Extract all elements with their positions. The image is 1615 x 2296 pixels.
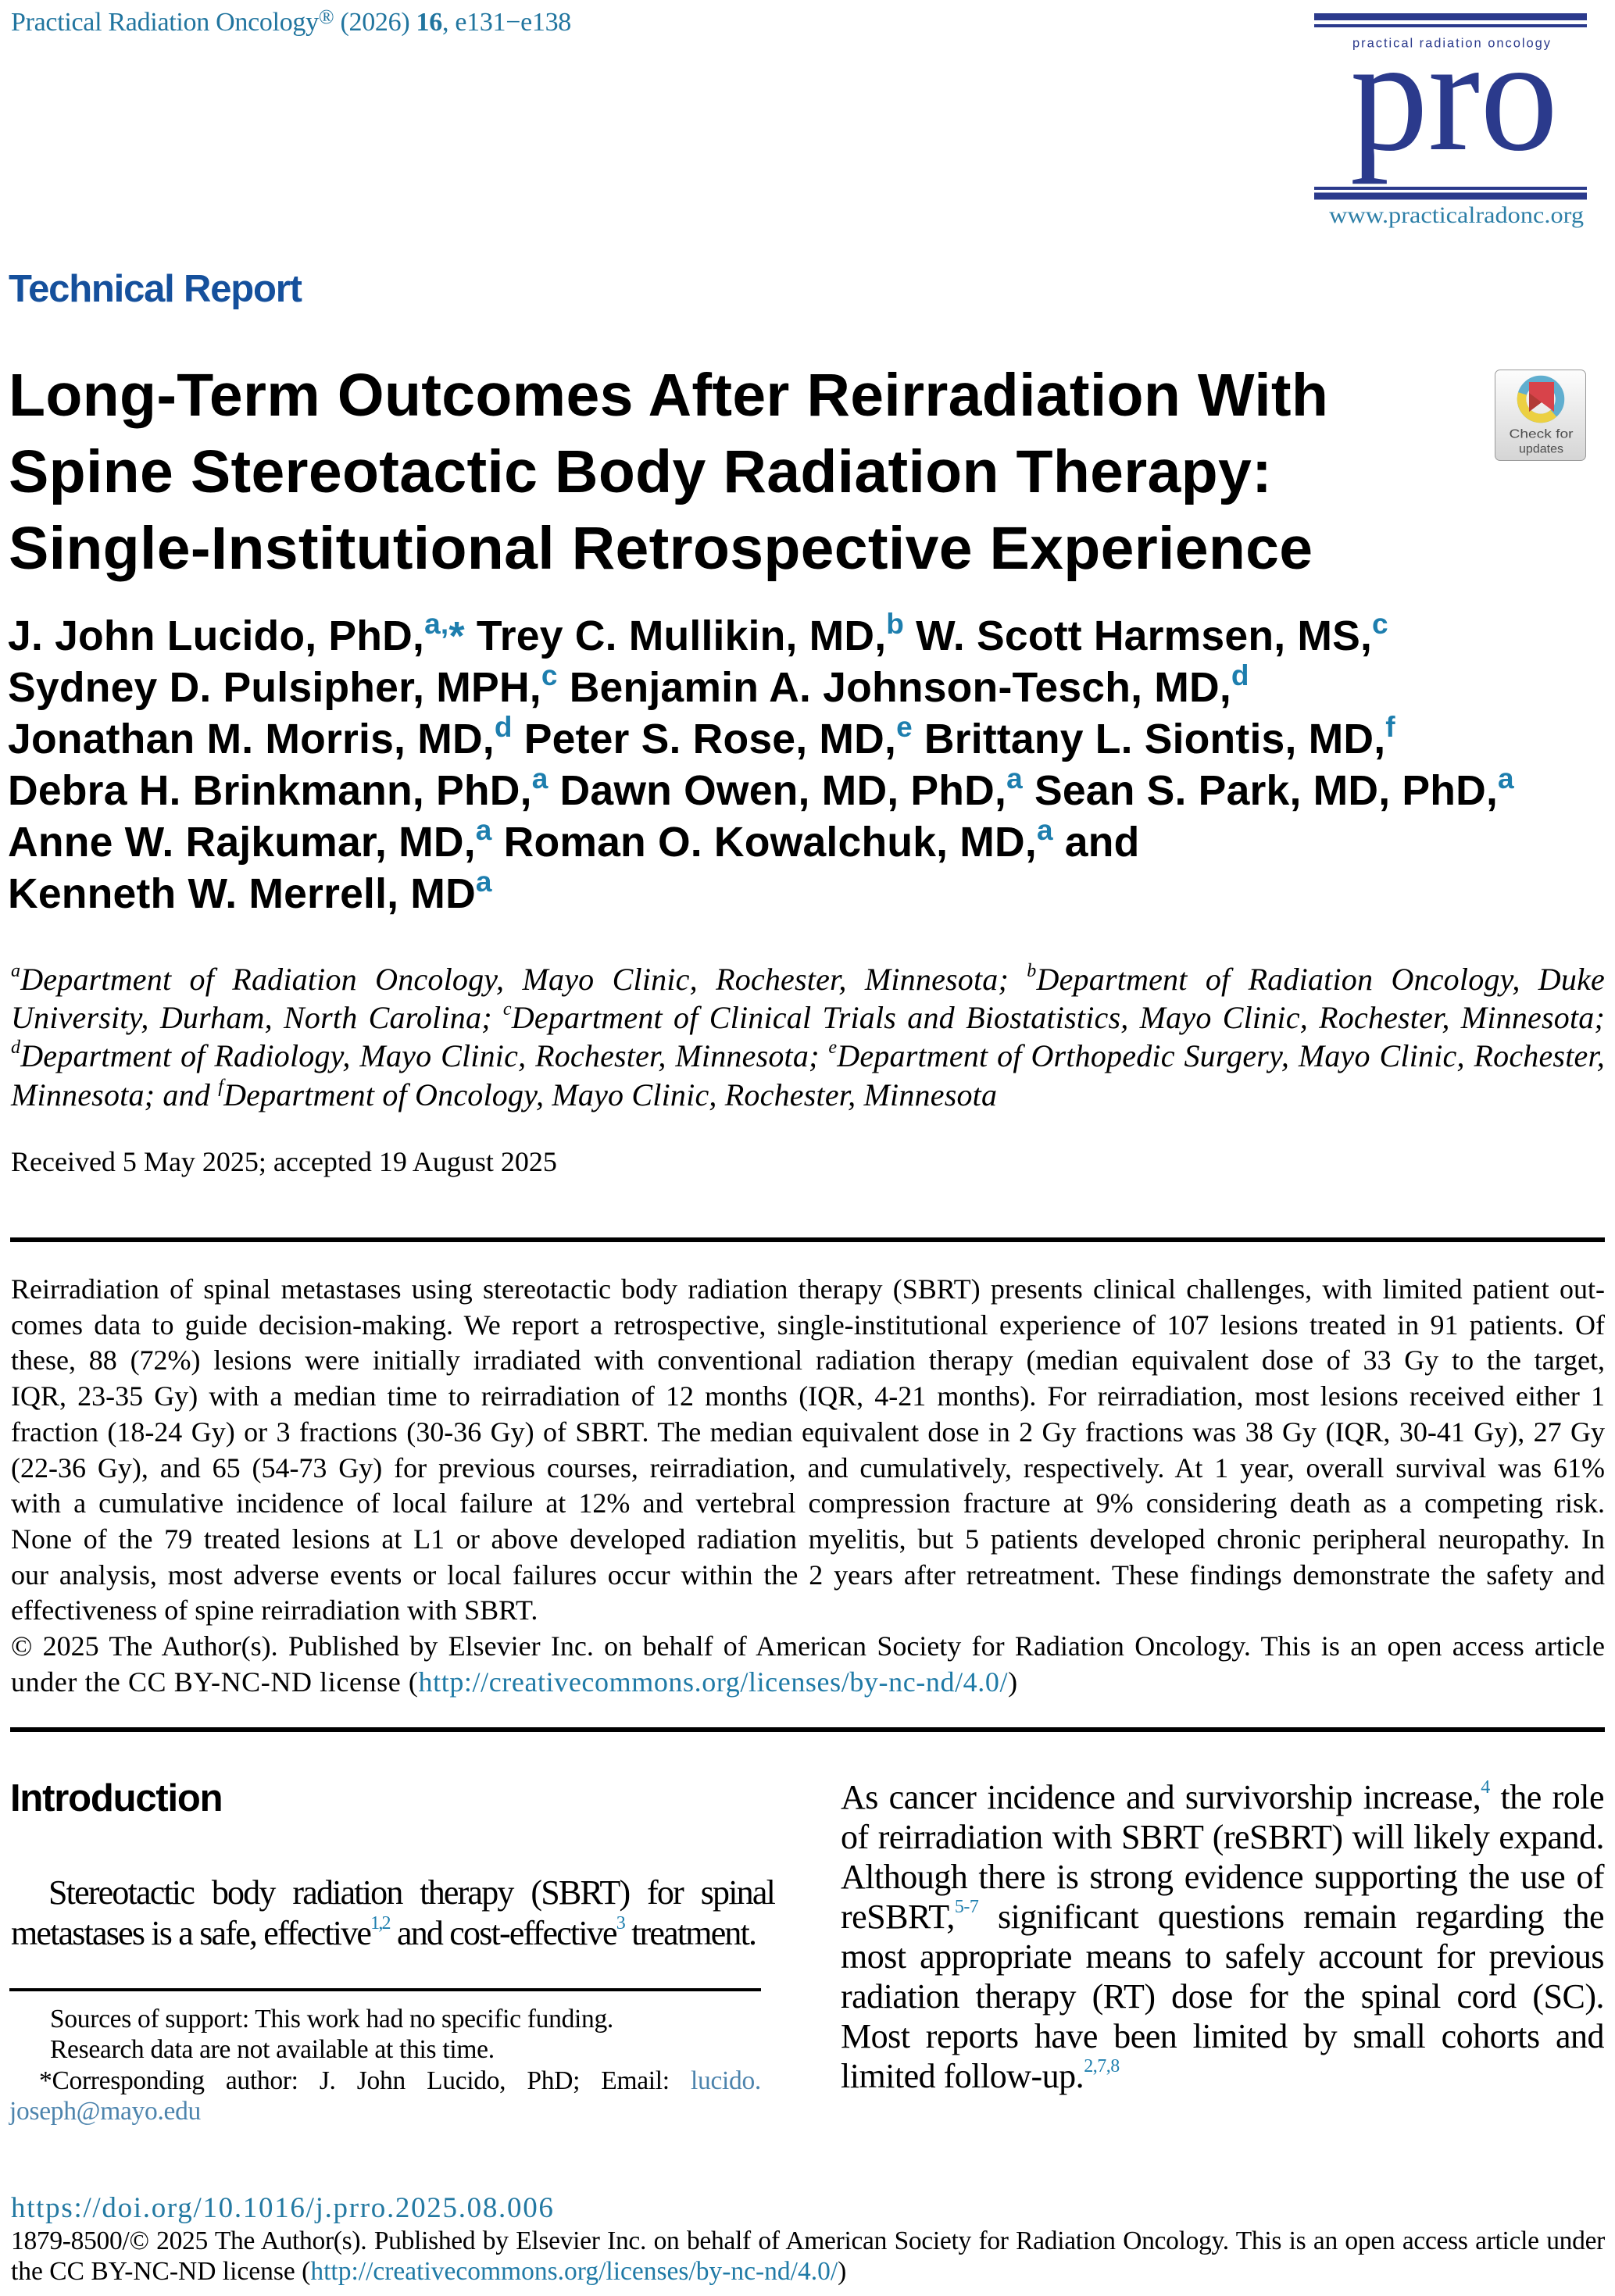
svg-text:practical radiation oncology: practical radiation oncology bbox=[1352, 37, 1551, 51]
svg-text:Check for: Check for bbox=[1510, 427, 1574, 441]
svg-text:www.practicalradonc.org: www.practicalradonc.org bbox=[1329, 202, 1584, 228]
svg-text:updates: updates bbox=[1519, 443, 1563, 456]
svg-text:pro: pro bbox=[1350, 12, 1558, 184]
